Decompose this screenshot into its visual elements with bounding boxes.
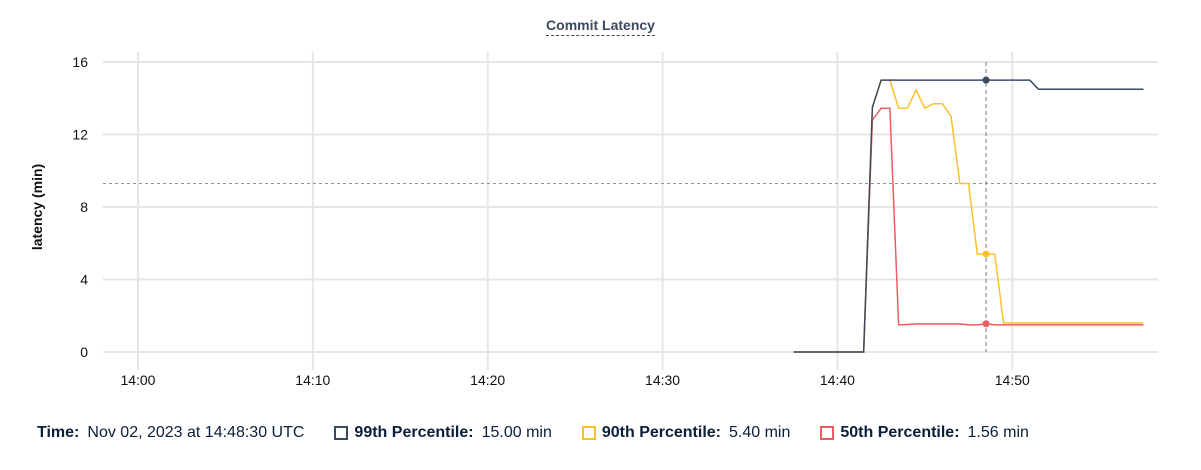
- series-swatch-icon: [581, 426, 596, 440]
- legend-label: 50th Percentile:: [840, 424, 960, 441]
- cursor-point: [982, 250, 990, 258]
- y-axis-label: latency (min): [29, 164, 45, 250]
- cursor-point: [982, 76, 990, 84]
- y-tick-label: 8: [80, 199, 88, 215]
- series-line-90th: [793, 79, 1144, 353]
- y-tick-label: 4: [80, 272, 88, 288]
- series-line-99th: [793, 79, 1144, 353]
- legend-label: 99th Percentile:: [354, 424, 474, 441]
- legend-value: 15.00 min: [481, 424, 552, 441]
- legend-time: Time: Nov 02, 2023 at 14:48:30 UTC: [37, 424, 304, 442]
- cursor-point: [982, 320, 990, 328]
- x-tick-label: 14:30: [645, 372, 680, 388]
- x-tick-label: 14:10: [295, 372, 330, 388]
- legend-label: 90th Percentile:: [601, 424, 721, 441]
- series-swatch-icon: [820, 426, 835, 440]
- latency-chart: 0 4 8 12 16 14:00 14:10 14:20 14:30 14:40 14:50 lat…: [29, 52, 1158, 388]
- legend: Time: Nov 02, 2023 at 14:48:30 UTC 99th …: [37, 424, 1059, 442]
- legend-value: 5.40 min: [729, 424, 791, 441]
- x-tick-label: 14:40: [820, 372, 855, 388]
- time-value: Nov 02, 2023 at 14:48:30 UTC: [87, 424, 305, 441]
- chart-title[interactable]: Commit Latency: [0, 17, 1201, 36]
- x-tick-label: 14:20: [470, 372, 505, 388]
- time-label: Time:: [37, 424, 80, 441]
- x-tick-label: 14:00: [120, 372, 155, 388]
- legend-item-90th[interactable]: 90th Percentile: 5.40 min: [581, 424, 791, 442]
- y-tick-label: 0: [80, 344, 88, 360]
- series-swatch-icon: [334, 426, 349, 440]
- chart-title-text[interactable]: Commit Latency: [546, 17, 655, 36]
- legend-item-99th[interactable]: 99th Percentile: 15.00 min: [334, 424, 552, 442]
- y-tick-label: 12: [72, 127, 88, 143]
- series-line-50th: [793, 107, 1144, 353]
- y-tick-label: 16: [72, 54, 88, 70]
- legend-value: 1.56 min: [967, 424, 1029, 441]
- x-tick-label: 14:50: [995, 372, 1030, 388]
- legend-item-50th[interactable]: 50th Percentile: 1.56 min: [820, 424, 1029, 442]
